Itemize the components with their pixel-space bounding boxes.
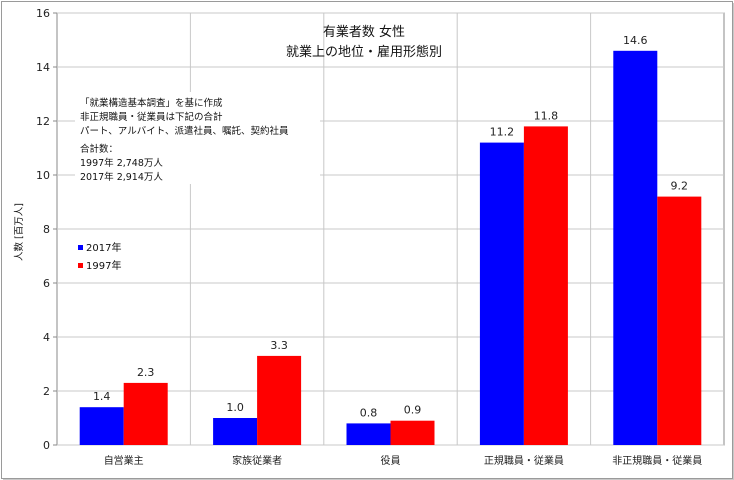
y-tick-label: 4 <box>43 331 50 344</box>
bar-2017年-0 <box>79 407 124 445</box>
y-tick-label: 10 <box>36 169 50 182</box>
x-tick-label: 非正規職員・従業員 <box>612 454 702 467</box>
legend-label-1997: 1997年 <box>86 259 121 272</box>
data-label: 1.0 <box>226 401 244 414</box>
annotation-line: 合計数： <box>80 143 118 155</box>
annotation-background <box>75 92 320 184</box>
y-tick-label: 16 <box>36 7 50 20</box>
bar-1997年-3 <box>523 126 568 446</box>
y-tick-label: 2 <box>43 385 50 398</box>
annotation-line: 「就業構造基本調査」を基に作成 <box>80 97 223 109</box>
x-tick-label: 家族従業者 <box>232 454 282 467</box>
bar-1997年-1 <box>257 355 302 445</box>
y-axis-label: 人数 [百万人] <box>13 203 25 261</box>
legend-label-2017: 2017年 <box>86 241 121 254</box>
bar-2017年-4 <box>613 50 658 446</box>
bar-1997年-2 <box>390 420 435 445</box>
annotation-box: 「就業構造基本調査」を基に作成 非正規職員・従業員は下記の合計 パート、アルバイ… <box>75 92 320 184</box>
annotation-line: パート、アルバイト、派遣社員、嘱託、契約社員 <box>80 125 289 137</box>
data-label: 0.8 <box>360 406 378 419</box>
chart-title: 有業者数 女性 <box>323 24 405 40</box>
y-tick-label: 12 <box>36 115 50 128</box>
y-tick-label: 6 <box>43 277 50 290</box>
bar-1997年-0 <box>123 382 168 445</box>
data-label: 0.9 <box>404 404 422 417</box>
data-label: 2.3 <box>137 366 155 379</box>
data-label: 11.2 <box>490 126 515 139</box>
bar-2017年-1 <box>213 418 258 445</box>
y-tick-label: 14 <box>36 61 50 74</box>
legend: 2017年 1997年 <box>78 241 121 272</box>
label-layer: 0 2 4 6 8 10 12 14 16 1.4 2.3 自営業主 1.0 3.3 家族従業者 0.8 0.9… <box>36 7 702 467</box>
bar-1997年-4 <box>657 196 702 445</box>
y-tick-label: 8 <box>43 223 50 236</box>
annotation-line: 2017年 2,914万人 <box>80 171 163 183</box>
data-label: 9.2 <box>671 180 689 193</box>
bar-2017年-2 <box>346 423 391 445</box>
data-label: 14.6 <box>623 34 648 47</box>
annotation-line: 1997年 2,748万人 <box>80 157 163 169</box>
x-tick-label: 正規職員・従業員 <box>484 454 564 467</box>
y-tick-label: 0 <box>43 439 50 452</box>
x-tick-label: 役員 <box>381 454 401 467</box>
x-tick-label: 自営業主 <box>104 454 144 467</box>
legend-swatch-1997 <box>78 263 83 268</box>
data-label: 3.3 <box>270 339 288 352</box>
data-label: 1.4 <box>93 390 111 403</box>
legend-swatch-2017 <box>78 245 83 250</box>
annotation-line: 非正規職員・従業員は下記の合計 <box>80 111 223 123</box>
data-label: 11.8 <box>534 109 559 122</box>
bar-2017年-3 <box>479 142 524 445</box>
bar-layer <box>79 50 702 446</box>
chart-subtitle: 就業上の地位・雇用形態別 <box>286 44 442 60</box>
